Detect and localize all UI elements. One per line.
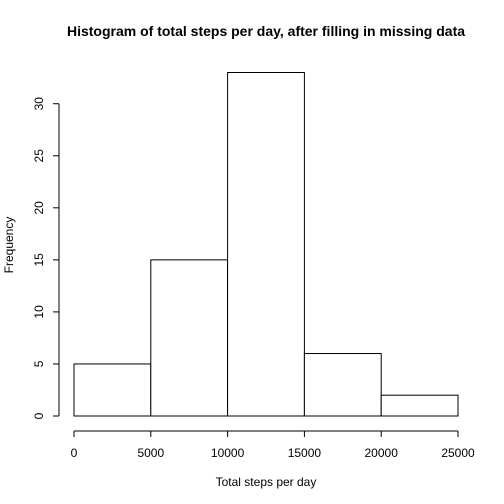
y-tick-label-0: 0 <box>32 412 46 419</box>
y-tick-label-5: 25 <box>32 149 46 163</box>
x-axis-label: Total steps per day <box>216 475 317 489</box>
y-tick-label-6: 30 <box>32 97 46 111</box>
histogram-bar-0 <box>73 363 152 417</box>
y-tick-label-4: 20 <box>32 201 46 215</box>
x-tick-label-0: 0 <box>71 446 78 460</box>
histogram-bar-1 <box>150 259 229 417</box>
histogram-bar-3 <box>303 353 382 417</box>
x-tick-label-2: 10000 <box>211 446 245 460</box>
y-axis-label: Frequency <box>2 217 16 274</box>
x-axis: 0 5000 10000 15000 20000 25000 <box>71 430 475 460</box>
x-tick-label-1: 5000 <box>137 446 164 460</box>
x-tick-label-3: 15000 <box>288 446 322 460</box>
y-tick-label-2: 10 <box>32 305 46 319</box>
x-tick-label-5: 25000 <box>441 446 475 460</box>
histogram-bar-4 <box>380 394 459 417</box>
chart-title: Histogram of total steps per day, after … <box>67 23 465 39</box>
y-tick-label-3: 15 <box>32 253 46 267</box>
x-tick-label-4: 20000 <box>365 446 399 460</box>
bars-group <box>73 72 459 417</box>
y-axis: 0 5 10 15 20 25 30 <box>32 97 60 419</box>
y-tick-label-1: 5 <box>32 360 46 367</box>
histogram-bar-2 <box>227 72 305 417</box>
